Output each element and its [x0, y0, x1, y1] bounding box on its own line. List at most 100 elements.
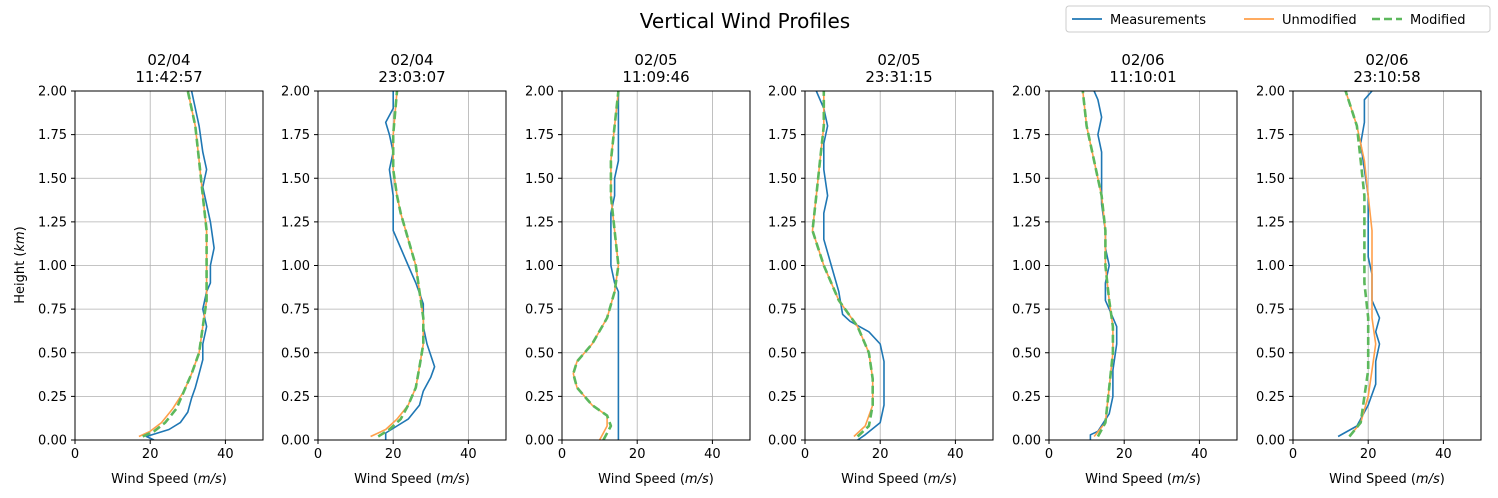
y-tick-label: 0.25 [1256, 390, 1285, 405]
y-tick-label: 0.50 [768, 346, 797, 361]
y-tick-label: 1.25 [38, 215, 67, 230]
y-tick-label: 2.00 [768, 85, 797, 100]
x-tick-label: 40 [704, 447, 721, 462]
y-tick-label: 1.00 [525, 259, 554, 274]
x-tick-label: 0 [801, 447, 809, 462]
series-modified [572, 91, 620, 440]
x-tick-label: 0 [314, 447, 322, 462]
y-tick-label: 0.50 [281, 346, 310, 361]
y-tick-label: 0.25 [38, 390, 67, 405]
legend-label-measurements: Measurements [1110, 13, 1206, 28]
series-modified [142, 91, 208, 438]
y-tick-label: 0.50 [38, 346, 67, 361]
series-measurements [1089, 91, 1118, 440]
x-axis-label: Wind Speed (m/s) [1329, 472, 1445, 487]
y-tick-label: 0.00 [768, 434, 797, 449]
y-tick-label: 0.00 [38, 434, 67, 449]
x-axis-label: Wind Speed (m/s) [111, 472, 227, 487]
y-tick-label: 0.75 [1012, 303, 1041, 318]
y-tick-label: 2.00 [281, 85, 310, 100]
x-tick-label: 20 [1116, 447, 1133, 462]
y-tick-label: 0.50 [1012, 346, 1041, 361]
y-tick-label: 1.50 [1012, 172, 1041, 187]
y-tick-label: 2.00 [525, 85, 554, 100]
y-tick-label: 2.00 [1012, 85, 1041, 100]
x-axis-label: Wind Speed (m/s) [354, 472, 470, 487]
series-unmodified [138, 91, 208, 438]
x-tick-label: 40 [217, 447, 234, 462]
y-tick-label: 0.25 [768, 390, 797, 405]
x-axis-label: Wind Speed (m/s) [841, 472, 957, 487]
y-tick-label: 1.00 [1256, 259, 1285, 274]
panel-date: 02/04 [147, 51, 190, 69]
legend-frame [1065, 5, 1491, 33]
y-tick-label: 1.00 [38, 259, 67, 274]
series-measurements [1337, 91, 1381, 438]
y-tick-label: 1.50 [1256, 172, 1285, 187]
x-tick-label: 0 [1289, 447, 1297, 462]
series-modified [1081, 91, 1115, 438]
y-tick-label: 1.75 [525, 128, 554, 143]
series-modified [1344, 91, 1370, 438]
y-tick-label: 0.50 [1256, 346, 1285, 361]
x-tick-label: 40 [947, 447, 964, 462]
y-tick-label: 1.00 [1012, 259, 1041, 274]
x-axis-label: Wind Speed (m/s) [598, 472, 714, 487]
y-tick-label: 0.00 [281, 434, 310, 449]
y-tick-label: 0.75 [1256, 303, 1285, 318]
x-tick-label: 0 [1045, 447, 1053, 462]
panel-date: 02/05 [877, 51, 920, 69]
y-tick-label: 1.25 [525, 215, 554, 230]
legend-label-unmodified: Unmodified [1282, 13, 1357, 28]
series-measurements [610, 91, 620, 440]
y-tick-label: 0.00 [1256, 434, 1285, 449]
panel-date: 02/05 [634, 51, 677, 69]
x-axis-label: Wind Speed (m/s) [1085, 472, 1201, 487]
x-tick-label: 40 [1191, 447, 1208, 462]
series-modified [811, 91, 874, 438]
y-tick-label: 0.25 [1012, 390, 1041, 405]
panel-time: 11:09:46 [622, 68, 689, 86]
x-tick-label: 40 [460, 447, 477, 462]
panel-time: 23:31:15 [865, 68, 932, 86]
x-tick-label: 20 [872, 447, 889, 462]
y-tick-label: 0.00 [1012, 434, 1041, 449]
x-tick-label: 20 [385, 447, 402, 462]
figure-title: Vertical Wind Profiles [640, 9, 850, 33]
y-tick-label: 1.25 [281, 215, 310, 230]
x-tick-label: 0 [71, 447, 79, 462]
y-tick-label: 1.75 [768, 128, 797, 143]
y-tick-label: 0.75 [281, 303, 310, 318]
y-tick-label: 1.25 [768, 215, 797, 230]
y-tick-label: 1.50 [281, 172, 310, 187]
x-tick-label: 20 [1360, 447, 1377, 462]
y-tick-label: 1.75 [1256, 128, 1285, 143]
y-tick-label: 0.75 [768, 303, 797, 318]
y-tick-label: 1.00 [281, 259, 310, 274]
y-tick-label: 1.75 [281, 128, 310, 143]
legend-label-modified: Modified [1410, 13, 1465, 28]
panel-time: 23:10:58 [1353, 68, 1420, 86]
x-tick-label: 20 [142, 447, 159, 462]
y-tick-label: 0.50 [525, 346, 554, 361]
y-tick-label: 1.50 [525, 172, 554, 187]
y-tick-label: 0.75 [38, 303, 67, 318]
x-tick-label: 40 [1435, 447, 1452, 462]
legend: Measurements Unmodified Modified [1065, 5, 1491, 33]
y-tick-label: 0.25 [525, 390, 554, 405]
y-tick-label: 0.25 [281, 390, 310, 405]
panel-time: 11:42:57 [135, 68, 202, 86]
y-tick-label: 2.00 [38, 85, 67, 100]
y-tick-label: 1.50 [38, 172, 67, 187]
y-tick-label: 2.00 [1256, 85, 1285, 100]
y-tick-label: 0.00 [525, 434, 554, 449]
series-measurements [384, 91, 436, 440]
